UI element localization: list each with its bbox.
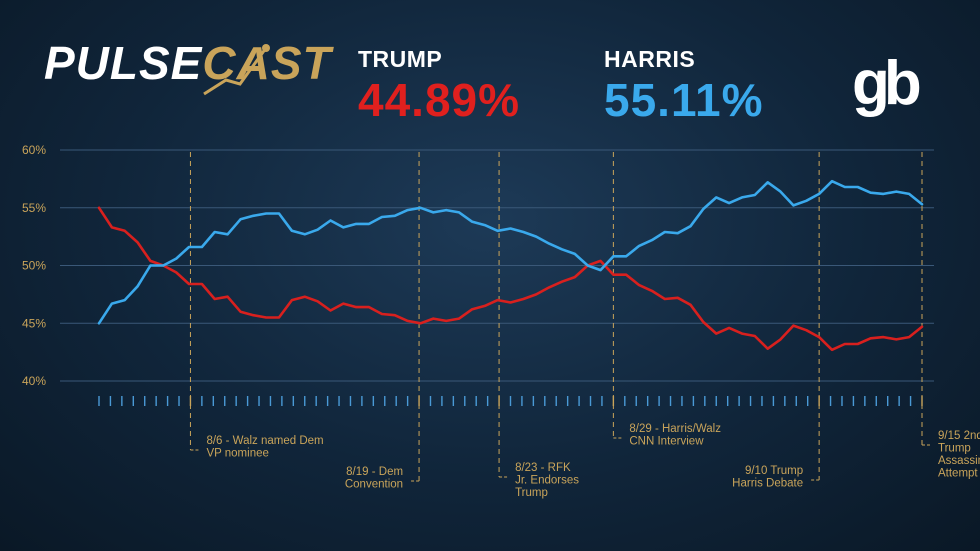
event-label: Assassination	[938, 455, 980, 467]
event-label: 8/23 - RFK	[515, 462, 571, 474]
event-label: 9/10 Trump	[745, 465, 803, 477]
trump-name: TRUMP	[358, 46, 443, 72]
event-label: 8/6 - Walz named Dem	[206, 435, 323, 447]
event-label: 9/15 2nd	[938, 430, 980, 442]
event-label: Harris Debate	[732, 478, 803, 490]
y-tick-label: 50%	[22, 259, 46, 273]
series-line-trump	[97, 206, 924, 352]
event-annotation: 9/15 2ndTrumpAssassinationAttempt	[921, 152, 980, 480]
y-tick-label: 40%	[22, 374, 46, 388]
trump-percent: 44.89%	[358, 74, 521, 126]
harris-percent: 55.11%	[604, 74, 764, 126]
trump-summary: TRUMP 44.89%	[358, 46, 521, 126]
series-line-harris	[97, 179, 924, 325]
pulse-line-icon	[203, 44, 270, 96]
y-tick-label: 55%	[22, 201, 46, 215]
event-label: VP nominee	[206, 448, 268, 460]
y-tick-label: 45%	[22, 316, 46, 330]
event-label: Trump	[938, 443, 971, 455]
harris-name: HARRIS	[604, 46, 696, 72]
harris-summary: HARRIS 55.11%	[604, 46, 764, 126]
event-label: CNN Interview	[629, 436, 704, 448]
logo-part-pulse: PULSE	[44, 37, 203, 89]
gb-logo: gb	[852, 49, 922, 118]
event-label: Attempt	[938, 468, 978, 480]
event-label: 8/29 - Harris/Walz	[629, 423, 721, 435]
event-label: 8/19 - Dem	[346, 466, 403, 478]
event-label: Trump	[515, 487, 548, 499]
event-label: Convention	[345, 479, 403, 491]
y-tick-label: 60%	[22, 143, 46, 157]
event-label: Jr. Endorses	[515, 475, 579, 487]
